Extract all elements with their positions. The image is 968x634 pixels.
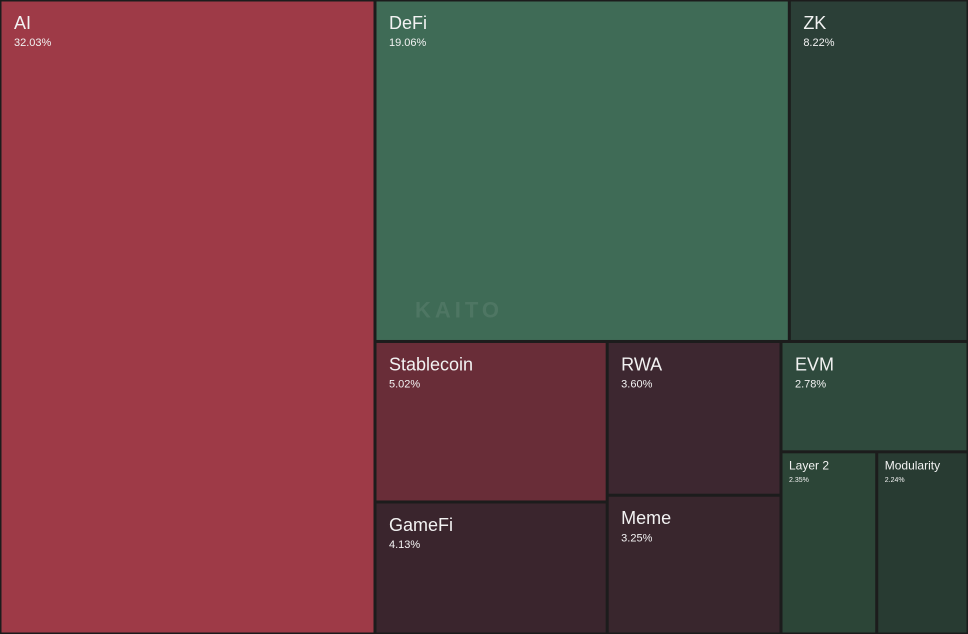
tile-label: EVM [795,354,834,374]
tile-label: GameFi [389,515,453,535]
tile-value: 3.60% [621,379,652,391]
tile-label: Stablecoin [389,354,473,374]
watermark: KAITO [415,297,503,322]
tile-value: 8.22% [803,37,834,49]
tile [608,496,780,633]
tile-value: 32.03% [14,37,52,49]
tile-label: RWA [621,354,662,374]
tile-label: Layer 2 [789,459,829,473]
tile-label: Modularity [885,459,940,473]
tile [376,342,606,501]
tile [878,453,967,633]
tile-value: 19.06% [389,37,427,49]
tile [782,453,876,633]
tile-value: 2.78% [795,379,826,391]
tile-value: 2.24% [885,477,905,484]
tile-label: ZK [803,13,826,33]
tile-value: 3.25% [621,532,652,544]
tile-label: DeFi [389,13,427,33]
tile-value: 2.35% [789,477,809,484]
tile-value: 5.02% [389,379,420,391]
tile [608,342,780,494]
tile [782,342,967,451]
tile-value: 4.13% [389,539,420,551]
tile [1,1,374,633]
tile [790,1,967,340]
tile-label: Meme [621,508,671,528]
tile-label: AI [14,13,31,33]
tile [376,503,606,633]
tile [376,1,788,340]
